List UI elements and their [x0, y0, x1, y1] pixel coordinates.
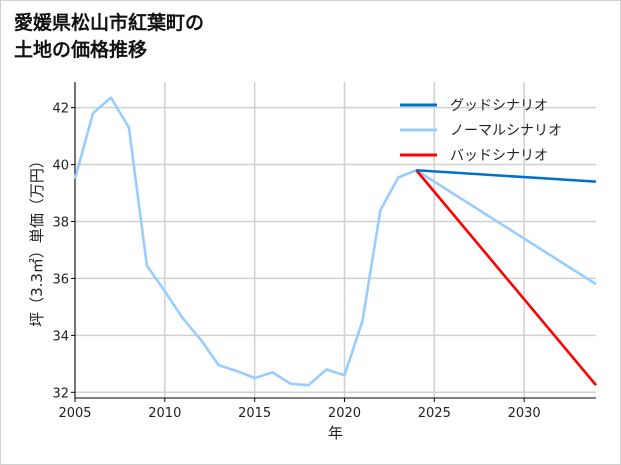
- y-tick-label: 36: [52, 272, 69, 287]
- x-tick-label: 2020: [328, 406, 361, 421]
- y-tick-label: 42: [52, 102, 69, 117]
- y-tick-label: 38: [52, 215, 69, 230]
- series-line: [416, 168, 597, 183]
- y-tick-label: 34: [52, 329, 69, 344]
- x-tick-label: 2025: [418, 406, 451, 421]
- x-tick-label: 2005: [58, 406, 91, 421]
- x-axis-label: 年: [328, 424, 343, 442]
- legend-label: ノーマルシナリオ: [450, 123, 562, 139]
- y-tick-label: 40: [52, 159, 69, 174]
- chart-title: 愛媛県松山市紅葉町の 土地の価格推移: [14, 12, 205, 61]
- y-tick-label: 32: [52, 386, 69, 401]
- y-axis-label: 坪（3.3㎡）単価（万円）: [28, 153, 46, 327]
- x-tick-label: 2015: [238, 406, 271, 421]
- x-tick-label: 2030: [508, 406, 541, 421]
- series-line: [73, 96, 597, 387]
- series-line: [415, 169, 597, 387]
- legend-label: グッドシナリオ: [450, 98, 548, 114]
- x-tick-label: 2010: [148, 406, 181, 421]
- legend-label: バッドシナリオ: [450, 148, 548, 164]
